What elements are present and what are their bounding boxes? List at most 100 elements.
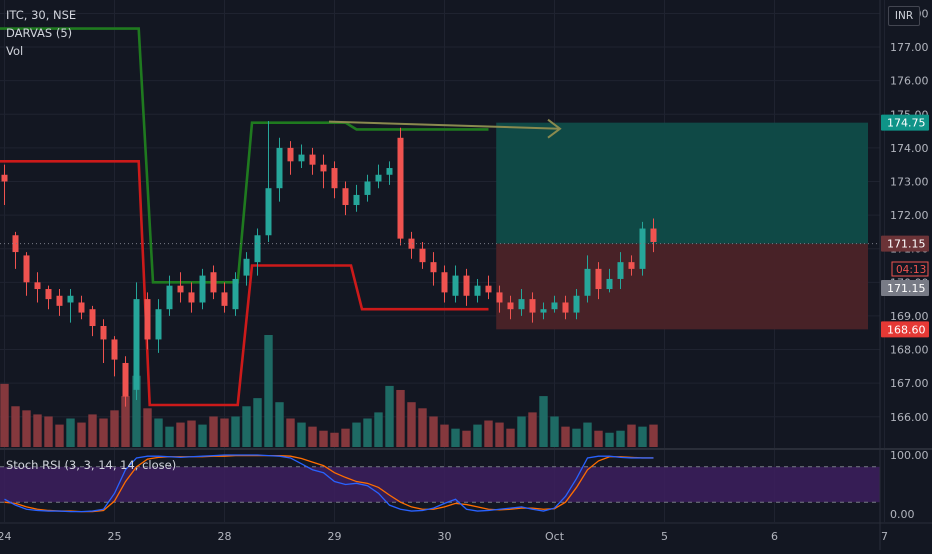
candle-body bbox=[23, 255, 30, 283]
stoch-axis-tick-label: 100.00 bbox=[890, 449, 929, 462]
volume-bar bbox=[462, 430, 471, 447]
candle-body bbox=[452, 275, 459, 296]
stop-price-label: 168.60 bbox=[887, 323, 926, 336]
stoch-axis-tick-label: 0.00 bbox=[890, 508, 915, 521]
loss-zone bbox=[496, 243, 868, 330]
entry-price-label: 171.15 bbox=[887, 238, 926, 251]
price-axis-tick-label: 166.00 bbox=[890, 411, 929, 424]
candle-body bbox=[111, 339, 118, 360]
candle-body bbox=[199, 275, 206, 303]
volume-bar bbox=[451, 428, 460, 447]
volume-bar bbox=[484, 420, 493, 447]
price-axis-tick-label: 169.00 bbox=[890, 310, 929, 323]
price-axis-tick-label: 177.00 bbox=[890, 41, 929, 54]
candle-body bbox=[56, 295, 63, 306]
volume-bar bbox=[605, 432, 614, 447]
candle-body bbox=[298, 154, 305, 162]
time-axis-label: 7 bbox=[881, 530, 888, 543]
volume-bar bbox=[143, 408, 152, 447]
volume-bar bbox=[22, 410, 31, 447]
candle-body bbox=[155, 309, 162, 340]
candle-body bbox=[12, 235, 19, 253]
volume-bar bbox=[77, 422, 86, 447]
volume-bar bbox=[352, 422, 361, 447]
volume-bar bbox=[253, 398, 262, 447]
candle-body bbox=[353, 194, 360, 206]
volume-bar bbox=[44, 416, 53, 447]
candle-body bbox=[342, 188, 349, 206]
currency-button[interactable]: INR bbox=[888, 6, 920, 26]
candle-body bbox=[562, 302, 569, 313]
volume-bar bbox=[396, 389, 405, 447]
candle-body bbox=[573, 295, 580, 313]
volume-bar bbox=[66, 418, 75, 447]
candle-body bbox=[331, 168, 338, 189]
volume-bar bbox=[572, 428, 581, 447]
candle-body bbox=[166, 285, 173, 310]
volume-bar bbox=[616, 430, 625, 447]
price-axis-tick-label: 172.00 bbox=[890, 209, 929, 222]
time-axis-label: 25 bbox=[108, 530, 122, 543]
volume-bar bbox=[429, 416, 438, 447]
stoch-d-line bbox=[4, 454, 654, 513]
candle-body bbox=[474, 285, 481, 296]
volume-bar bbox=[385, 385, 394, 447]
countdown-bg bbox=[891, 261, 929, 277]
candle-body bbox=[78, 302, 85, 313]
volume-bar bbox=[286, 418, 295, 447]
candle-body bbox=[507, 302, 514, 310]
volume-bar bbox=[594, 430, 603, 447]
candle-body bbox=[309, 154, 316, 165]
volume-bar bbox=[231, 416, 240, 447]
volume-bar bbox=[55, 424, 64, 447]
volume-bar bbox=[418, 408, 427, 447]
volume-bar bbox=[264, 335, 273, 447]
candle-body bbox=[639, 228, 646, 269]
countdown-label: 04:13 bbox=[896, 264, 926, 276]
volume-bar bbox=[539, 396, 548, 447]
stop-price-label-bg bbox=[881, 321, 929, 338]
profit-zone bbox=[496, 122, 868, 244]
candle-body bbox=[408, 238, 415, 249]
candle-body bbox=[650, 228, 657, 242]
volume-bar bbox=[319, 430, 328, 447]
candle-body bbox=[441, 272, 448, 293]
last-price-label: 171.15 bbox=[887, 282, 926, 295]
volume-bar bbox=[506, 428, 515, 447]
stoch-k-line bbox=[4, 454, 654, 513]
candle-body bbox=[133, 299, 140, 390]
candle-body bbox=[67, 295, 74, 303]
candle-body bbox=[628, 262, 635, 269]
arrow-line bbox=[328, 120, 561, 130]
volume-bar bbox=[198, 424, 207, 447]
price-axis-tick-label: 173.00 bbox=[890, 175, 929, 188]
candle-body bbox=[100, 326, 107, 340]
candle-body bbox=[188, 292, 195, 303]
darvas-legend[interactable]: DARVAS (5) bbox=[6, 26, 73, 40]
candle-body bbox=[287, 147, 294, 162]
volume-bar bbox=[297, 422, 306, 447]
candle-body bbox=[386, 168, 393, 175]
candle-body bbox=[617, 262, 624, 279]
volume-bar bbox=[88, 414, 97, 447]
volume-bar bbox=[99, 418, 108, 447]
volume-bar bbox=[308, 426, 317, 447]
darvas-bottom-line bbox=[0, 160, 489, 407]
candle-body bbox=[243, 258, 250, 276]
candle-body bbox=[364, 181, 371, 195]
time-axis-label: 28 bbox=[218, 530, 232, 543]
candle-body bbox=[1, 174, 8, 182]
volume-bar bbox=[33, 414, 42, 447]
volume-bar bbox=[374, 412, 383, 447]
candle-body bbox=[430, 262, 437, 273]
candle-body bbox=[606, 278, 613, 290]
volume-legend[interactable]: Vol bbox=[6, 44, 24, 58]
volume-bar bbox=[561, 426, 570, 447]
candle-body bbox=[232, 278, 239, 310]
stoch-rsi-legend[interactable]: Stoch RSI (3, 3, 14, 14, close) bbox=[6, 458, 177, 472]
symbol-legend[interactable]: ITC, 30, NSE bbox=[6, 8, 77, 22]
time-axis-label: 29 bbox=[328, 530, 342, 543]
candle-body bbox=[485, 285, 492, 293]
